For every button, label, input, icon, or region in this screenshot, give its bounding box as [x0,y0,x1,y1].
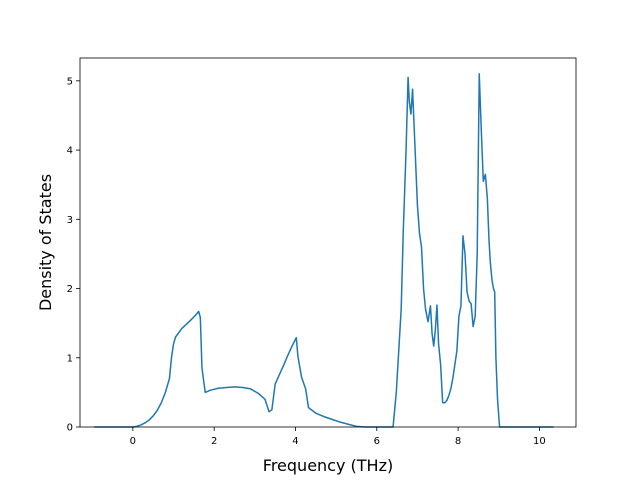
x-tick-label: 4 [292,436,298,447]
y-tick-label: 5 [67,76,73,87]
x-tick-label: 2 [211,436,217,447]
x-axis-label: Frequency (THz) [263,456,393,475]
x-tick-label: 8 [455,436,461,447]
x-tick-label: 10 [533,436,546,447]
y-tick-label: 3 [67,215,73,226]
x-tick-label: 6 [374,436,380,447]
x-tick-label: 0 [130,436,136,447]
x-axis-ticks: 0 2 4 6 8 10 [130,427,546,447]
dos-line [94,73,554,428]
y-tick-label: 0 [67,423,73,434]
plot-frame [79,57,577,428]
y-axis-ticks: 0 1 2 3 4 5 [67,76,80,434]
y-tick-label: 2 [67,284,73,295]
y-axis-label: Density of States [36,174,55,311]
plot-background [80,58,576,427]
y-tick-label: 1 [67,353,73,364]
y-tick-label: 4 [67,146,73,157]
